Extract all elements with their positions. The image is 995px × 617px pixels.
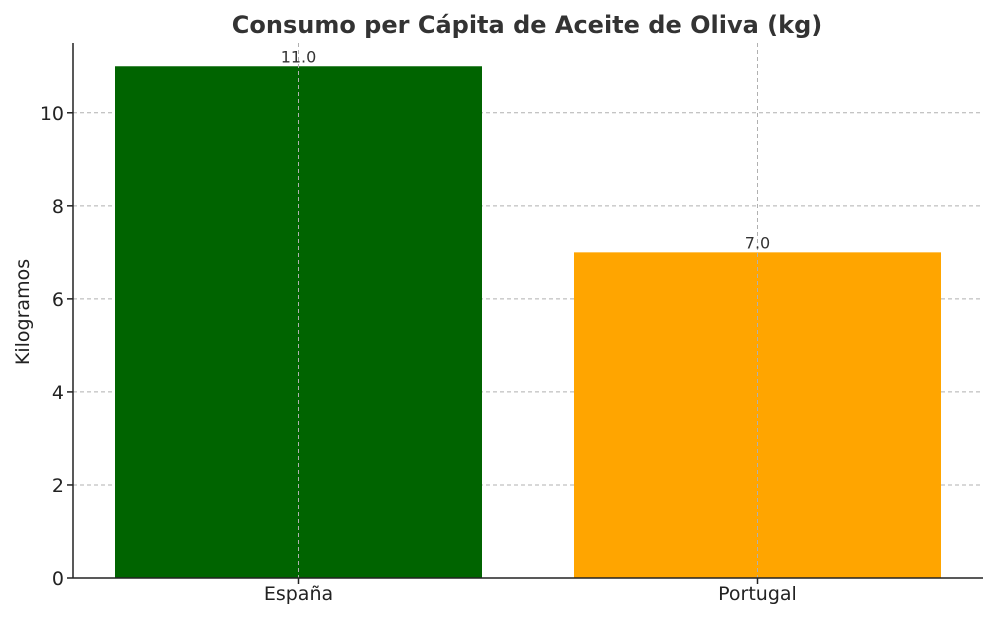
y-tick-label: 8 <box>52 196 64 218</box>
y-tick-label: 6 <box>52 289 64 311</box>
labels-layer: 0 2 4 6 8 10 España 11.0 Portugal 7.0 <box>40 47 797 605</box>
x-tick-label: España <box>264 583 333 605</box>
y-axis-label: Kilogramos <box>12 259 34 365</box>
x-grid-layer <box>298 43 758 578</box>
x-tick-label: Portugal <box>718 583 797 605</box>
axes-layer <box>67 43 983 584</box>
y-tick-label: 0 <box>52 568 64 590</box>
y-tick-label: 2 <box>52 475 64 497</box>
y-tick-label: 4 <box>52 382 64 404</box>
bar-value-label: 11.0 <box>281 47 317 66</box>
bars-layer <box>115 66 941 579</box>
chart-title: Consumo per Cápita de Aceite de Oliva (k… <box>232 11 822 39</box>
y-tick-label: 10 <box>40 103 64 125</box>
bar-value-label: 7.0 <box>745 233 770 252</box>
